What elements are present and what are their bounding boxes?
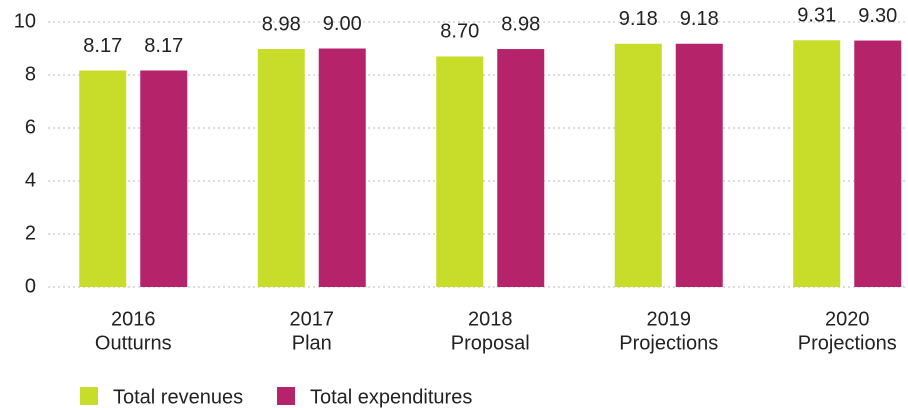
- bar: [854, 40, 902, 287]
- value-label: 8.70: [440, 21, 479, 43]
- legend-label: Total revenues: [113, 386, 243, 408]
- bar: [675, 43, 723, 288]
- y-tick-label: 4: [25, 169, 36, 191]
- bar: [318, 48, 366, 287]
- x-tick-label: Projections: [619, 332, 718, 354]
- legend-swatch: [80, 387, 98, 405]
- legend-swatch: [277, 387, 295, 405]
- x-tick-label: Outturns: [95, 332, 172, 354]
- value-label: 9.31: [797, 5, 836, 27]
- legend-label: Total expenditures: [310, 386, 472, 408]
- value-label: 9.00: [323, 13, 362, 35]
- bar: [436, 56, 484, 288]
- value-label: 8.98: [501, 13, 540, 35]
- x-tick-label: 2019: [647, 308, 692, 330]
- x-tick-label: Proposal: [451, 332, 530, 354]
- x-tick-label: 2016: [111, 308, 156, 330]
- bar: [79, 70, 127, 288]
- value-label: 9.18: [680, 8, 719, 30]
- value-label: 8.17: [144, 35, 183, 57]
- x-tick-label: 2017: [290, 308, 335, 330]
- value-label: 8.98: [262, 13, 301, 35]
- y-tick-label: 2: [25, 222, 36, 244]
- y-tick-label: 6: [25, 116, 36, 138]
- bar: [140, 70, 188, 288]
- y-tick-label: 8: [25, 63, 36, 85]
- x-tick-label: 2020: [825, 308, 870, 330]
- y-tick-label: 0: [25, 275, 36, 297]
- value-label: 8.17: [83, 35, 122, 57]
- bar: [497, 49, 545, 287]
- x-tick-label: 2018: [468, 308, 513, 330]
- y-tick-label: 10: [14, 10, 36, 32]
- value-label: 9.30: [858, 5, 897, 27]
- x-tick-label: Projections: [798, 332, 897, 354]
- bar: [793, 40, 841, 287]
- bar: [257, 49, 305, 287]
- value-label: 9.18: [619, 8, 658, 30]
- x-tick-label: Plan: [292, 332, 332, 354]
- bar: [614, 43, 662, 288]
